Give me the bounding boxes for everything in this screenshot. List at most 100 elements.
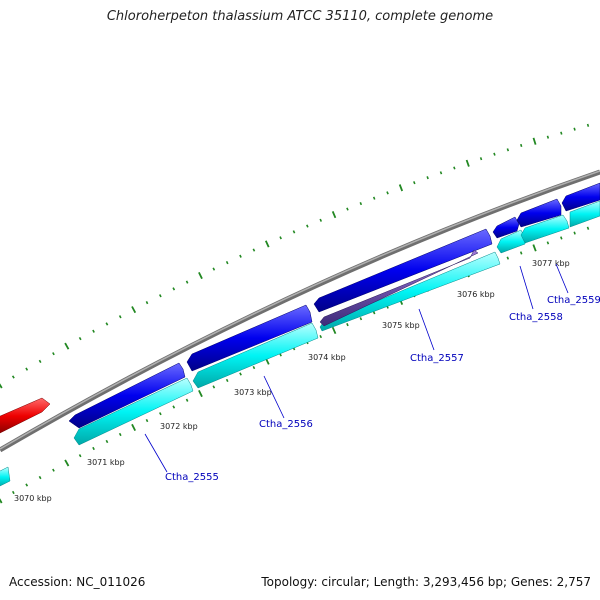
gene-label-ctha-2558[interactable]: Ctha_2558	[509, 312, 563, 323]
inner-tick	[185, 398, 189, 402]
gene-ctha-2555[interactable]	[73, 377, 194, 446]
inner-tick	[225, 378, 229, 383]
outer-tick	[506, 148, 510, 152]
outer-tick	[372, 196, 376, 200]
gene-label-ctha-2556[interactable]: Ctha_2556	[259, 419, 313, 430]
cds-forward-ctha-2555[interactable]	[68, 362, 186, 429]
kbp-label-3070: 3070 kbp	[14, 494, 52, 503]
kbp-label-3073: 3073 kbp	[234, 388, 272, 397]
kbp-label-3074: 3074 kbp	[308, 353, 346, 362]
outer-tick	[105, 322, 109, 326]
outer-tick	[453, 166, 456, 170]
gene-ctha-2556[interactable]	[192, 322, 319, 389]
inner-tick	[331, 326, 337, 335]
inner-tick	[346, 322, 349, 327]
outer-tick	[573, 127, 576, 131]
kbp-label-3075: 3075 kbp	[382, 321, 420, 330]
outer-tick	[439, 171, 443, 175]
inner-tick	[11, 490, 15, 495]
inner-tick	[78, 454, 82, 458]
genome-backbone	[0, 169, 600, 453]
inner-tick	[239, 372, 242, 376]
outer-tick	[78, 336, 82, 341]
inner-tick	[52, 468, 55, 472]
outer-tick	[225, 260, 229, 265]
outer-tick	[212, 267, 216, 271]
leader-line-ctha-2558	[519, 265, 534, 310]
inner-tick	[532, 244, 537, 252]
inner-tick-marks	[0, 226, 590, 504]
outer-tick	[0, 383, 3, 389]
outer-tick-marks	[0, 123, 590, 389]
gene-ctha-2559a[interactable]	[520, 214, 570, 244]
outer-tick	[520, 143, 523, 148]
inner-tick	[359, 317, 363, 321]
gene-ctha-2558[interactable]	[496, 229, 526, 254]
page-title: Chloroherpeton thalassium ATCC 35110, co…	[106, 9, 494, 24]
genome-summary-text: Topology: circular; Length: 3,293,456 bp…	[261, 575, 591, 589]
gene-ctha-2557[interactable]	[319, 251, 501, 332]
inner-tick	[118, 432, 122, 437]
kbp-label-3077: 3077 kbp	[532, 259, 570, 268]
outer-tick	[413, 181, 416, 185]
inner-tick	[105, 439, 109, 444]
cds-forward-ctha-2557[interactable]	[313, 228, 493, 313]
outer-tick	[158, 294, 162, 298]
inner-tick	[92, 446, 95, 451]
kbp-label-3076: 3076 kbp	[457, 290, 495, 299]
cds-forward-ctha-2558[interactable]	[492, 216, 520, 239]
outer-tick	[52, 352, 55, 356]
outer-tick	[465, 159, 470, 167]
outer-tick	[346, 207, 349, 211]
outer-tick	[25, 367, 29, 371]
outer-tick	[11, 375, 15, 379]
gene-label-ctha-2555[interactable]: Ctha_2555	[165, 472, 219, 483]
outer-tick	[331, 211, 337, 219]
cds-forward-ctha-2556[interactable]	[186, 304, 313, 372]
gene-label-ctha-2557[interactable]: Ctha_2557	[410, 353, 464, 364]
inner-tick	[279, 353, 282, 357]
outer-tick	[38, 359, 42, 364]
inner-tick	[252, 365, 256, 370]
inner-tick	[519, 251, 523, 255]
inner-tick	[573, 231, 576, 235]
outer-tick	[426, 176, 429, 180]
kbp-label-3072: 3072 kbp	[160, 422, 198, 431]
leader-line-ctha-2555	[144, 433, 168, 473]
inner-tick	[25, 483, 29, 487]
outer-tick	[185, 280, 189, 284]
outer-tick	[493, 152, 496, 156]
outer-tick	[359, 202, 363, 206]
outer-tick	[532, 137, 537, 145]
rna-feature[interactable]	[0, 397, 51, 434]
outer-tick	[118, 315, 122, 319]
genome-backbone-highlight	[0, 170, 600, 450]
gene-cyan-left-edge[interactable]	[0, 466, 11, 487]
inner-tick	[131, 423, 137, 432]
cds-reverse-ctha-2557[interactable]	[319, 249, 479, 327]
inner-tick	[198, 390, 203, 398]
cds-forward-ctha-2559a[interactable]	[516, 198, 562, 228]
inner-tick	[158, 412, 162, 416]
outer-tick	[198, 272, 203, 280]
leader-line-ctha-2556	[263, 375, 285, 419]
inner-tick	[38, 475, 42, 480]
accession-text: Accession: NC_011026	[9, 575, 146, 589]
inner-tick	[372, 311, 376, 315]
outer-tick	[546, 135, 550, 139]
inner-tick	[506, 256, 510, 260]
outer-tick	[239, 254, 242, 258]
inner-tick	[212, 385, 216, 389]
outer-tick	[306, 224, 309, 228]
outer-tick	[386, 191, 389, 195]
outer-tick	[145, 301, 149, 305]
gene-label-ctha-2559[interactable]: Ctha_2559	[547, 295, 600, 306]
outer-tick	[479, 157, 483, 161]
outer-tick	[92, 329, 95, 333]
cds-forward-ctha-2559b[interactable]	[561, 182, 600, 212]
outer-tick	[279, 236, 282, 240]
inner-tick	[64, 459, 70, 467]
outer-tick	[292, 230, 296, 234]
gene-ctha-2559b[interactable]	[569, 200, 600, 228]
